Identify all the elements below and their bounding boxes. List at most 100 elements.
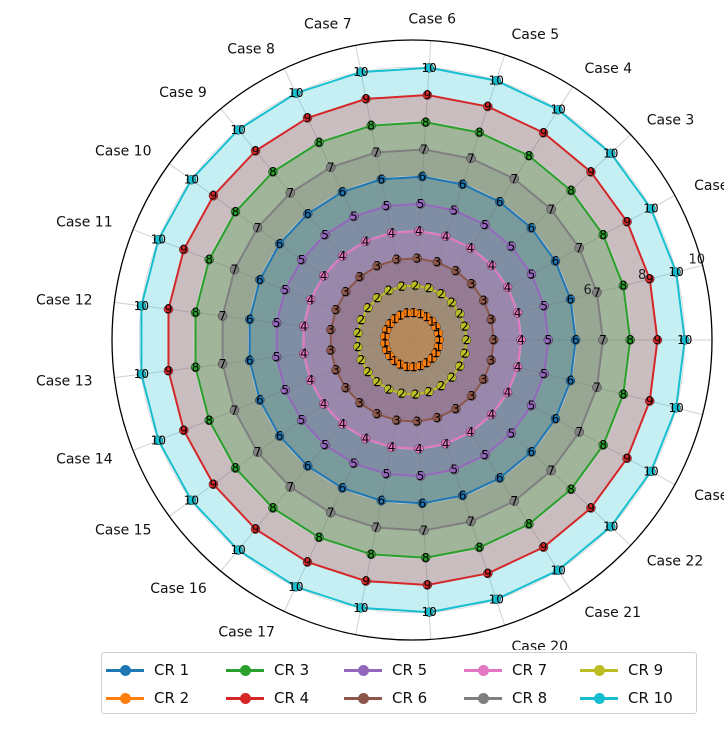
- data-label-cr-4: 9: [252, 522, 260, 536]
- radial-tick-label: 8: [638, 268, 646, 283]
- data-label-cr-5: 5: [350, 456, 358, 470]
- data-label-cr-6: 3: [468, 389, 476, 403]
- data-label-cr-3: 8: [269, 501, 277, 515]
- legend-swatch-cr4: [226, 685, 264, 711]
- point-cr-3: [598, 440, 608, 450]
- data-label-cr-3: 8: [599, 438, 607, 452]
- data-label-cr-4: 9: [304, 111, 312, 125]
- data-label-cr-9: 2: [463, 333, 471, 347]
- data-label-cr-5: 5: [321, 228, 329, 242]
- fill-cr-7: [303, 231, 522, 449]
- data-label-cr-6: 3: [413, 251, 421, 265]
- data-label-cr-2: 1: [397, 308, 405, 322]
- point-cr-3: [230, 207, 241, 217]
- data-label-cr-10: 10: [353, 601, 368, 615]
- point-cr-8: [574, 243, 585, 253]
- category-label-case-2: Case 2: [694, 178, 724, 194]
- legend-item-cr3: CR 3: [226, 657, 309, 683]
- data-label-cr-2: 1: [381, 336, 389, 350]
- data-label-cr-4: 9: [180, 423, 188, 437]
- data-label-cr-9: 2: [398, 279, 406, 293]
- data-label-cr-6: 3: [433, 255, 441, 269]
- point-cr-3: [474, 127, 485, 138]
- point-cr-9: [353, 328, 363, 338]
- point-cr-10: [491, 594, 502, 605]
- point-cr-3: [524, 519, 534, 529]
- data-label-cr-4: 9: [252, 144, 260, 158]
- line-cr-10: [140, 66, 686, 614]
- legend-label-cr4: CR 4: [274, 689, 310, 707]
- data-label-cr-2: 1: [386, 349, 394, 363]
- data-label-cr-8: 7: [286, 480, 294, 494]
- data-label-cr-9: 2: [412, 387, 420, 401]
- data-label-cr-8: 7: [254, 221, 262, 235]
- legend-swatch-cr6: [344, 685, 382, 711]
- category-label-case-17: Case 17: [218, 624, 275, 640]
- point-cr-9: [410, 389, 421, 400]
- data-label-cr-5: 5: [417, 469, 425, 483]
- point-cr-10: [291, 582, 301, 592]
- point-cr-5: [349, 458, 359, 469]
- data-label-cr-5: 5: [383, 199, 391, 213]
- data-label-cr-8: 7: [593, 286, 601, 300]
- data-label-cr-9: 2: [373, 375, 381, 389]
- data-label-cr-1: 6: [527, 445, 535, 459]
- data-label-cr-10: 10: [421, 61, 436, 75]
- data-label-cr-5: 5: [281, 283, 289, 297]
- point-cr-8: [546, 465, 556, 476]
- category-label-case-4: Case 4: [585, 61, 633, 77]
- point-cr-4: [179, 244, 189, 255]
- data-label-cr-5: 5: [481, 218, 489, 232]
- data-label-cr-1: 6: [339, 185, 347, 199]
- data-label-cr-1: 6: [567, 374, 575, 388]
- data-label-cr-9: 2: [385, 284, 393, 298]
- point-cr-5: [449, 205, 459, 216]
- point-cr-5: [280, 285, 290, 295]
- point-cr-6: [466, 279, 477, 289]
- point-cr-8: [371, 522, 381, 533]
- data-label-cr-9: 2: [364, 301, 372, 315]
- data-label-cr-7: 4: [467, 425, 475, 439]
- data-label-cr-6: 3: [468, 277, 476, 291]
- point-cr-9: [384, 384, 394, 395]
- data-label-cr-2: 1: [435, 340, 443, 354]
- point-cr-9: [372, 377, 382, 387]
- data-label-cr-6: 3: [356, 396, 364, 410]
- point-cr-6: [331, 365, 341, 375]
- point-cr-5: [280, 385, 290, 395]
- legend-item-cr8: CR 8: [464, 685, 547, 711]
- point-cr-4: [163, 304, 174, 314]
- data-label-cr-1: 6: [527, 221, 535, 235]
- data-label-cr-6: 3: [452, 402, 460, 416]
- data-label-cr-1: 6: [246, 354, 254, 368]
- data-label-cr-4: 9: [362, 92, 370, 106]
- legend-swatch-cr1: [106, 657, 144, 683]
- data-label-cr-8: 7: [547, 202, 555, 216]
- point-cr-1: [337, 483, 348, 493]
- data-label-cr-3: 8: [232, 461, 240, 475]
- point-cr-10: [553, 565, 563, 576]
- data-label-cr-1: 6: [378, 494, 386, 508]
- data-label-cr-6: 3: [480, 294, 488, 308]
- point-cr-1: [565, 375, 576, 386]
- point-cr-10: [153, 234, 164, 245]
- point-cr-10: [186, 174, 197, 185]
- data-label-cr-1: 6: [378, 172, 386, 186]
- legend-swatch-cr3: [226, 657, 264, 683]
- data-label-cr-7: 4: [320, 269, 328, 283]
- data-label-cr-6: 3: [373, 407, 381, 421]
- point-cr-4: [163, 366, 174, 376]
- point-cr-1: [494, 473, 505, 483]
- data-label-cr-1: 6: [567, 292, 575, 306]
- point-cr-7: [414, 226, 424, 236]
- point-cr-6: [326, 345, 336, 355]
- point-cr-10: [233, 125, 243, 135]
- data-label-cr-7: 4: [307, 293, 315, 307]
- point-cr-3: [190, 362, 201, 373]
- point-cr-5: [296, 255, 307, 265]
- category-label-case-21: Case 21: [585, 605, 642, 621]
- data-label-cr-7: 4: [362, 432, 370, 446]
- data-label-cr-4: 9: [654, 333, 662, 347]
- data-label-cr-5: 5: [350, 210, 358, 224]
- data-label-cr-9: 2: [448, 370, 456, 384]
